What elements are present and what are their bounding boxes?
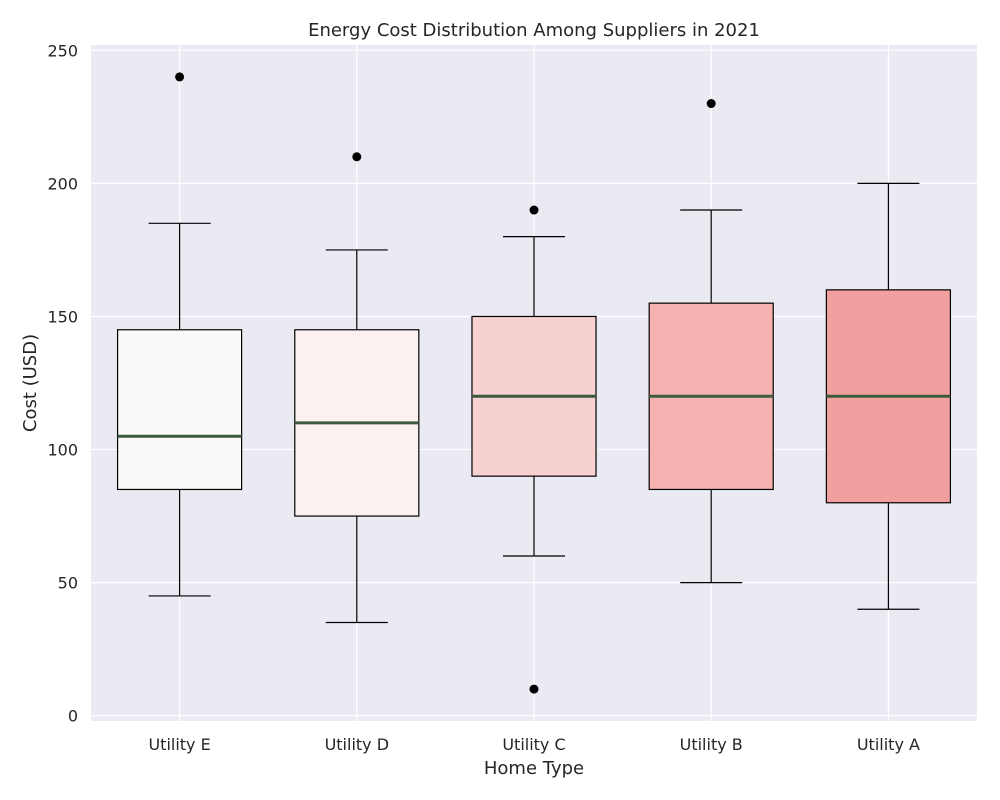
y-tick-label: 50 bbox=[58, 574, 78, 593]
y-tick-label: 100 bbox=[47, 441, 78, 460]
box-utility-b bbox=[648, 99, 774, 584]
outlier-point bbox=[706, 99, 716, 109]
box-utility-c bbox=[471, 205, 597, 694]
y-axis-label: Cost (USD) bbox=[20, 334, 41, 432]
x-axis-label: Home Type bbox=[484, 758, 584, 779]
y-tick-label: 200 bbox=[47, 174, 78, 193]
box-utility-a bbox=[825, 182, 952, 610]
y-tick-label: 250 bbox=[47, 41, 78, 60]
outlier-point bbox=[352, 152, 362, 162]
y-tick-label: 0 bbox=[68, 707, 78, 726]
chart-title: Energy Cost Distribution Among Suppliers… bbox=[308, 20, 760, 41]
box-utility-d bbox=[294, 152, 420, 624]
x-tick-label: Utility A bbox=[857, 735, 920, 754]
outlier-point bbox=[529, 205, 539, 215]
outlier-point bbox=[175, 72, 185, 82]
outlier-point bbox=[529, 684, 539, 694]
tick-labels: 0 50 100 150 200 250 Utility E Utility D Utility… bbox=[47, 41, 920, 754]
x-tick-label: Utility C bbox=[502, 735, 565, 754]
x-tick-label: Utility E bbox=[148, 735, 210, 754]
x-tick-label: Utility D bbox=[325, 735, 389, 754]
box-utility-e bbox=[116, 72, 243, 597]
boxes bbox=[116, 72, 952, 694]
x-tick-label: Utility B bbox=[680, 735, 743, 754]
box-body bbox=[116, 329, 243, 491]
y-tick-label: 150 bbox=[47, 307, 78, 326]
